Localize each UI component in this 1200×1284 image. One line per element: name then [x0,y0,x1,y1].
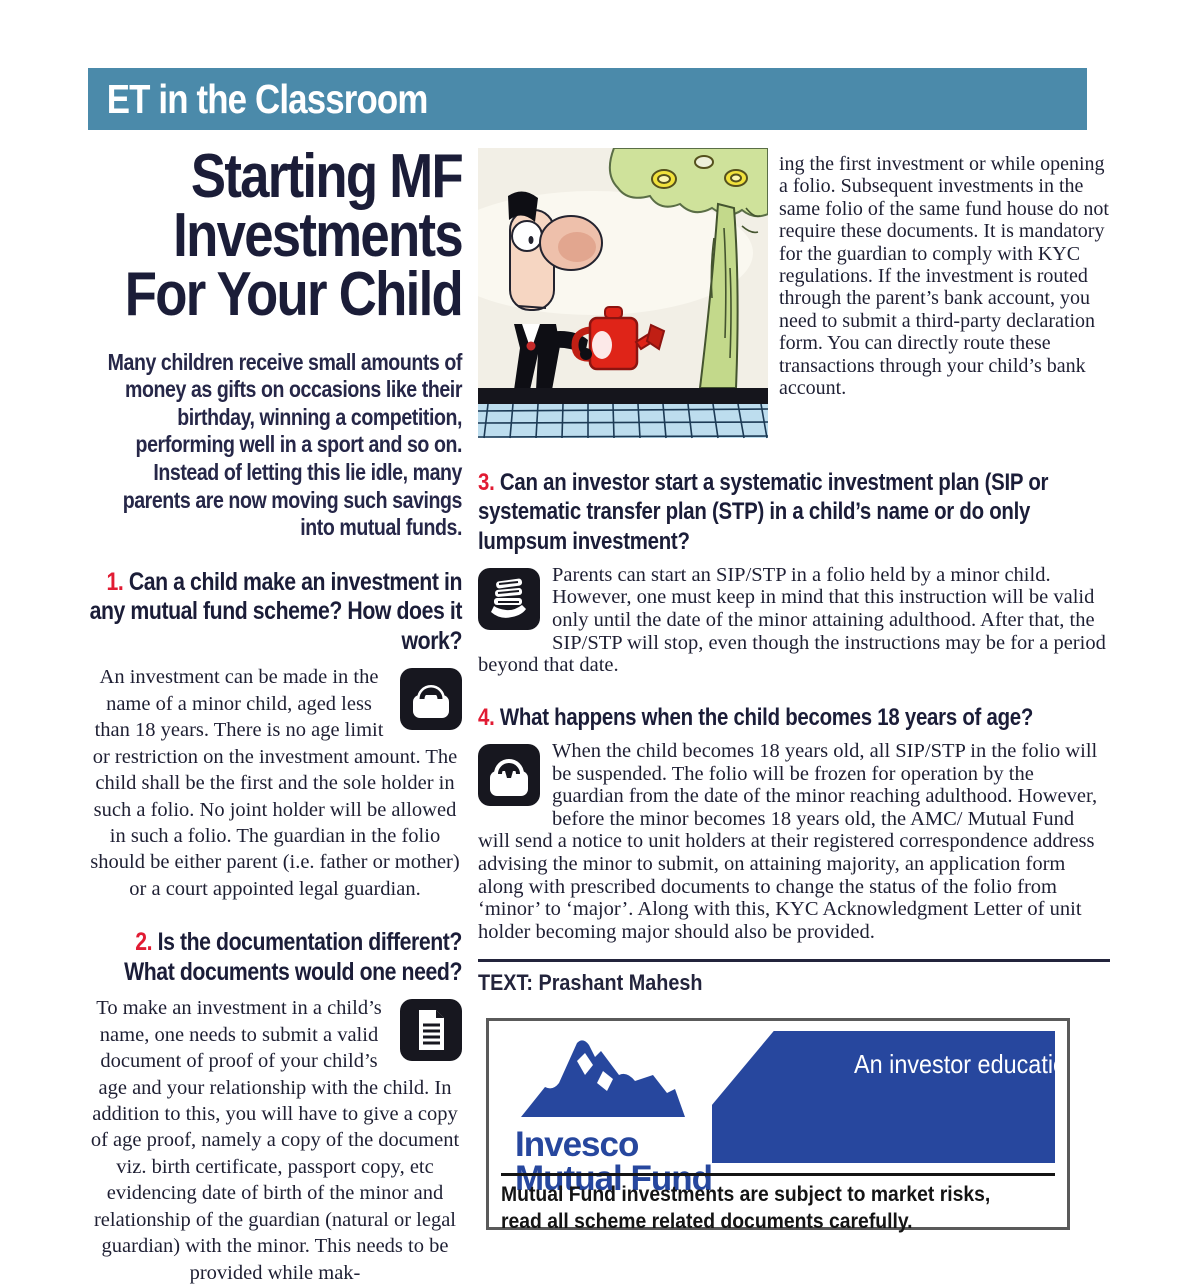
ad-disclaimer: Mutual Fund investments are subject to m… [501,1182,991,1233]
credit-divider [478,959,1110,963]
questions-3-4-section: 3. Can an investor start a systematic in… [478,468,1110,996]
question-1-heading: 1. Can a child make an investment in any… [89,567,463,655]
question-2-number: 2. [135,928,153,957]
question-4-heading: 4. What happens when the child becomes 1… [478,703,1034,731]
question-1-number: 1. [106,567,124,596]
question-3-body: Parents can start an SIP/STP in a folio … [478,563,1106,677]
section-title: ET in the Classroom [106,76,429,122]
article-headline: Starting MF Investments For Your Child [124,142,464,329]
invesco-brand-line2: Mutual Fund [515,1159,713,1199]
invesco-logo: Invesco Mutual Fund [515,1031,755,1197]
question-2-heading: 2. Is the documentation different? What … [124,928,463,986]
question-3-heading: 3. Can an investor start a systematic in… [478,469,1049,555]
badge-text: An investor education initiative [854,1049,1171,1079]
question-1-body: An investment can be made in the name of… [88,664,462,902]
invesco-mountain-logo [521,1040,685,1117]
credit-name: Prashant Mahesh [538,970,703,996]
invesco-brand-line1: Invesco [515,1125,639,1164]
investor-education-badge: An investor education initiative [712,1031,1055,1163]
basket-lock-icon [478,744,540,807]
ad-divider [501,1173,1055,1176]
right-column-continuation: ing the first investment or while openin… [779,153,1109,400]
question-4-body: When the child becomes 18 years old, all… [478,740,1098,943]
document-icon [400,999,462,1062]
hand-coins-icon [478,567,540,630]
cartoon-illustration [433,147,769,444]
lock-bag-icon [400,668,462,731]
question-4-number: 4. [478,703,495,731]
question-2-body: To make an investment in a child’s name,… [88,995,462,1284]
section-header-bar: ET in the Classroom [88,68,1087,130]
credit-label: TEXT: [478,970,539,996]
invesco-ad-box: Invesco Mutual Fund An investor educatio… [486,1018,1070,1233]
question-3-number: 3. [478,469,495,496]
author-credit: TEXT: Prashant Mahesh [478,970,1110,996]
article-intro: Many children receive small amounts of m… [107,348,463,541]
left-column: Starting MF Investments For Your Child M… [88,142,464,1284]
